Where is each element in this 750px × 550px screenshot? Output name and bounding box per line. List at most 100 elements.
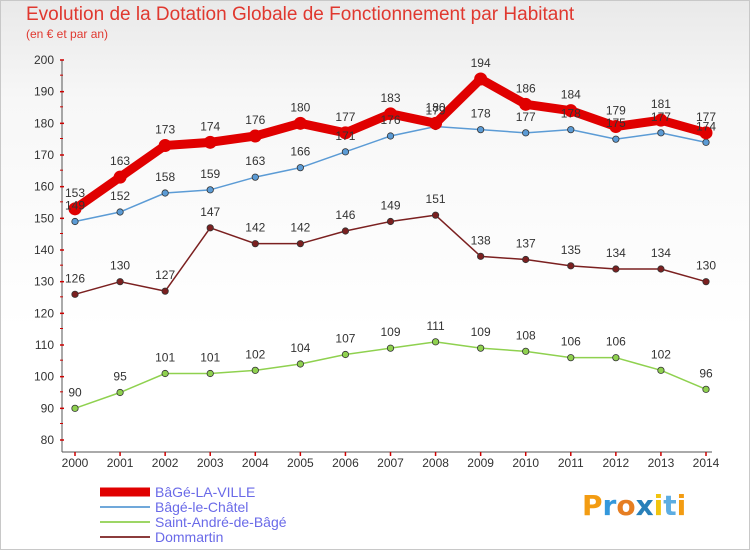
data-point (702, 278, 710, 286)
data-label: 138 (471, 233, 491, 247)
logo-letter: P (582, 489, 603, 522)
logo-letter: o (616, 489, 635, 522)
data-point (341, 148, 350, 156)
data-label: 171 (335, 129, 355, 143)
data-label: 106 (606, 335, 626, 349)
data-label: 178 (561, 107, 581, 121)
data-point (609, 120, 623, 133)
data-label: 151 (426, 192, 446, 206)
data-point (386, 344, 395, 352)
data-point (567, 126, 575, 134)
x-tick-label: 2000 (62, 456, 89, 470)
y-tick-label: 180 (34, 116, 54, 130)
data-label: 134 (651, 246, 671, 260)
y-tick-label: 200 (34, 53, 54, 67)
data-point (702, 138, 710, 146)
data-point (477, 126, 485, 134)
data-label: 175 (606, 116, 626, 130)
data-label: 174 (200, 119, 220, 133)
data-label: 152 (110, 189, 130, 203)
logo-letter: t (663, 489, 676, 522)
logo-letter: r (603, 489, 617, 522)
data-point (429, 116, 443, 130)
data-point (296, 164, 304, 172)
data-label: 96 (699, 366, 713, 380)
data-point (522, 129, 530, 137)
legend-label-2: Saint-André-de-Bâgé (155, 514, 287, 530)
data-label: 179 (426, 104, 446, 118)
data-point (161, 287, 169, 295)
data-point (293, 116, 307, 130)
data-label: 158 (155, 170, 175, 184)
x-tick-label: 2004 (242, 456, 269, 470)
data-point (161, 369, 169, 378)
y-tick-label: 150 (34, 211, 54, 225)
axes: 80 90 100 110 120 130 140 150 160 170 180 190 200 200… (34, 53, 720, 470)
data-point (699, 126, 713, 140)
y-tick-label: 130 (34, 275, 54, 289)
data-point (567, 262, 575, 270)
legend-label-0: BâGé-LA-VILLE (155, 484, 255, 500)
x-tick-label: 2009 (467, 456, 494, 470)
y-tick-label: 110 (35, 338, 54, 352)
y-tick-label: 100 (34, 370, 54, 384)
data-label: 101 (155, 351, 175, 365)
data-point (384, 107, 397, 121)
data-label: 153 (65, 186, 85, 200)
data-label: 177 (696, 110, 716, 124)
logo-letter: x (636, 489, 654, 522)
data-point (386, 217, 395, 226)
data-label: 104 (290, 341, 310, 355)
data-point (116, 388, 124, 397)
data-point (564, 104, 578, 118)
data-label: 101 (200, 351, 220, 365)
data-point (612, 135, 620, 143)
data-label: 130 (696, 259, 716, 273)
data-label: 194 (471, 56, 491, 70)
data-label: 108 (516, 328, 536, 342)
data-point (161, 189, 169, 197)
data-point (474, 72, 488, 86)
y-tick-label: 140 (34, 243, 54, 257)
x-tick-label: 2014 (693, 456, 720, 470)
x-tick-label: 2008 (422, 456, 449, 470)
data-label: 130 (110, 259, 130, 273)
data-label: 180 (426, 100, 446, 114)
data-point (657, 129, 665, 137)
data-label: 176 (245, 113, 265, 127)
data-label: 177 (335, 110, 355, 124)
data-point (116, 278, 124, 286)
data-point (71, 217, 79, 226)
data-point (522, 255, 530, 264)
x-tick-label: 2001 (107, 456, 134, 470)
data-point (612, 354, 620, 362)
data-point (71, 404, 79, 412)
x-tick-label: 2003 (197, 456, 224, 470)
data-point (654, 113, 668, 127)
data-point (522, 347, 530, 355)
data-label: 149 (380, 199, 400, 213)
data-point (113, 170, 127, 184)
data-label: 180 (290, 100, 310, 114)
data-label: 173 (155, 123, 175, 137)
data-point (158, 139, 172, 152)
y-tick-label: 80 (41, 433, 55, 447)
data-point (477, 252, 485, 260)
data-point (431, 338, 440, 346)
data-point (702, 385, 710, 393)
data-point (203, 135, 217, 149)
data-label: 134 (606, 246, 626, 260)
data-point (116, 208, 124, 216)
legend-label-1: Bâgé-le-Châtel (155, 499, 248, 515)
data-point (386, 132, 395, 140)
data-point (338, 126, 352, 140)
data-point (71, 290, 79, 298)
data-label: 109 (380, 325, 400, 339)
data-label: 184 (561, 88, 581, 102)
data-point (431, 211, 440, 219)
data-label: 106 (561, 335, 581, 349)
data-label: 181 (651, 97, 671, 111)
x-tick-label: 2010 (512, 456, 539, 470)
data-label: 95 (113, 370, 127, 384)
